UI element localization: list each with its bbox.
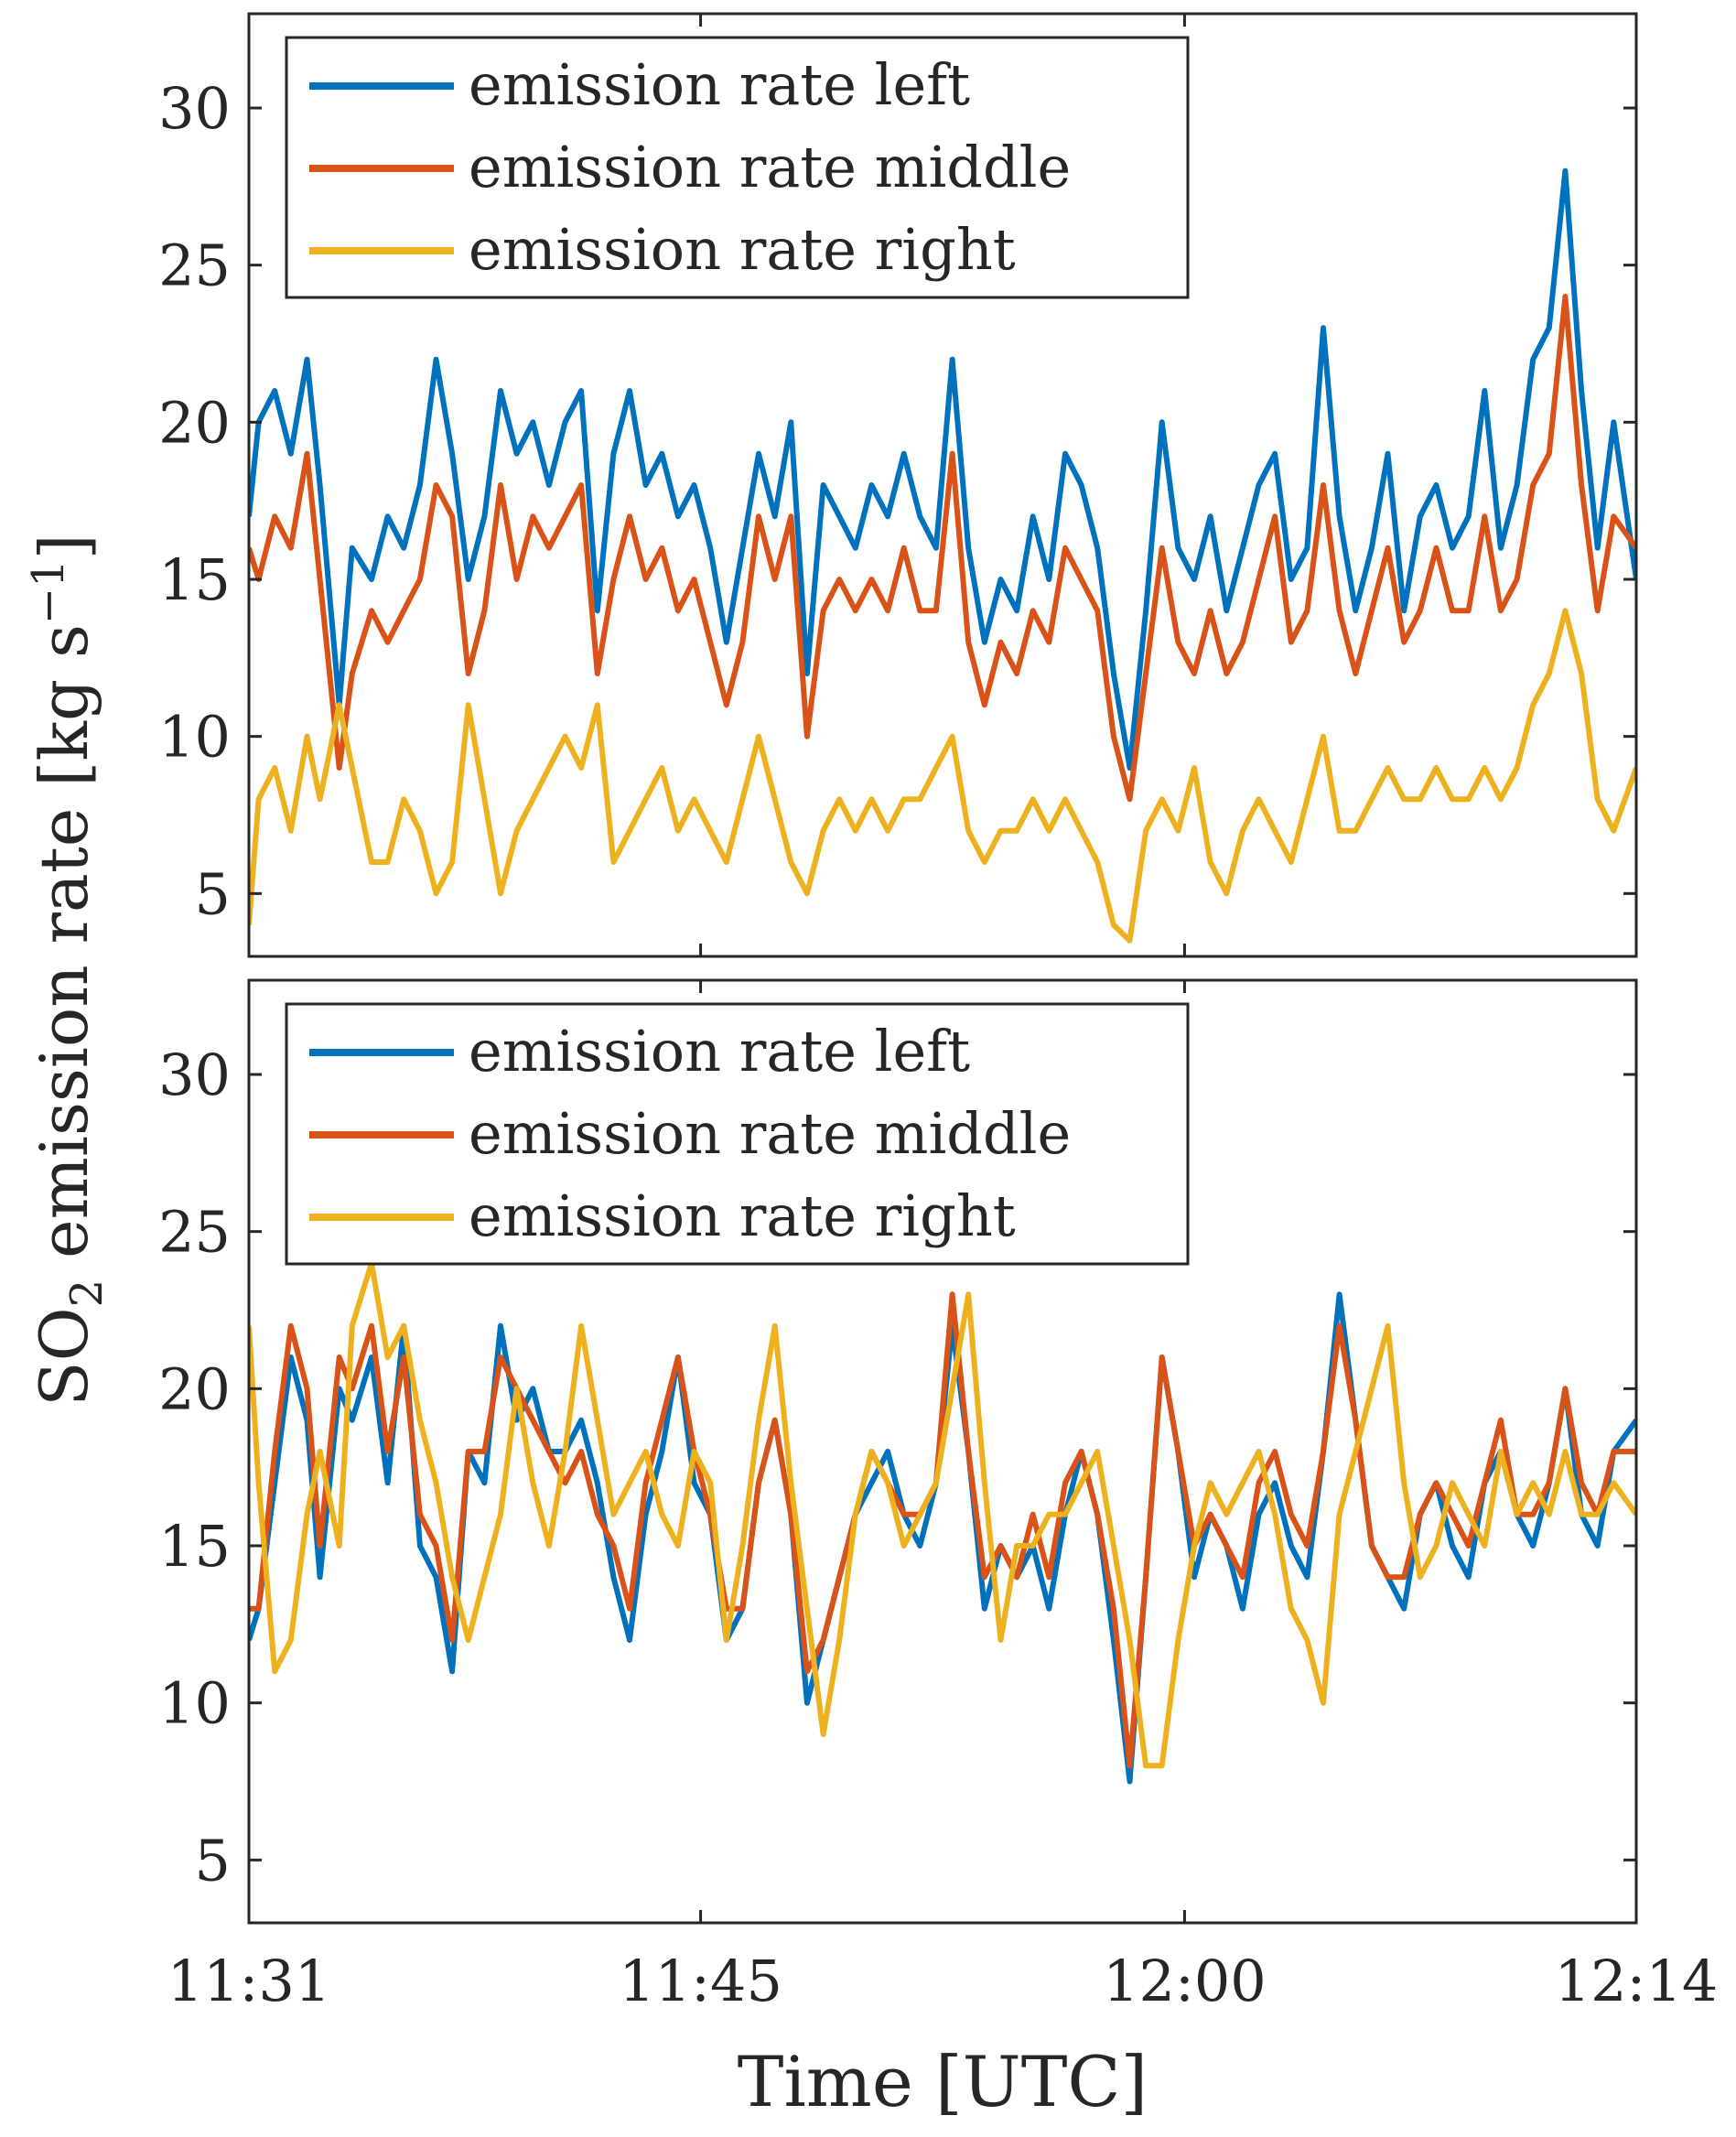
axes-box [247, 12, 1638, 958]
y-label-exponent: −1 [23, 559, 74, 624]
y-tick-label: 25 [158, 232, 231, 299]
y-label-so: SO [26, 1307, 102, 1406]
y-tick-label: 5 [195, 860, 231, 927]
series-line-3 [249, 608, 1636, 944]
y-label-close: ] [26, 534, 102, 559]
legend-label: emission rate middle [469, 134, 1071, 200]
x-tick-label: 12:00 [1103, 1948, 1267, 2014]
x-tick-label: 11:45 [619, 1948, 782, 2014]
x-tick-label: 11:31 [167, 1948, 331, 2014]
y-label-main: emission rate [kg s [26, 624, 102, 1279]
y-tick-label: 25 [158, 1199, 231, 1266]
series-line-2 [249, 1291, 1636, 1769]
y-tick-label: 30 [158, 75, 231, 142]
y-tick-label: 20 [158, 389, 231, 456]
y-tick-label: 15 [158, 546, 231, 613]
y-axis-label: SO2 emission rate [kg s−1] [23, 534, 113, 1407]
y-tick-label: 5 [195, 1827, 231, 1894]
legend: emission rate left emission rate middle em… [285, 36, 1190, 299]
legend-label: emission rate left [469, 51, 970, 118]
series-line-1 [249, 1291, 1636, 1785]
y-tick-label: 30 [158, 1042, 231, 1108]
y-tick-label: 20 [158, 1355, 231, 1422]
y-tick-label: 10 [158, 1670, 231, 1737]
legend-label: emission rate right [469, 1182, 1016, 1249]
y-tick-label: 10 [158, 704, 231, 771]
x-tick-label: 12:14 [1555, 1948, 1719, 2014]
legend-label: emission rate left [469, 1018, 970, 1085]
bottom-panel: 5 10 15 20 25 30 11:31 11:45 12:00 12:14 Time [UTC… [158, 978, 1719, 2122]
series-line-2 [249, 294, 1636, 803]
x-axis-label: Time [UTC] [738, 2041, 1148, 2122]
y-label-so-sub: 2 [61, 1279, 113, 1308]
legend-label: emission rate middle [469, 1100, 1071, 1167]
y-tick-label: 15 [158, 1513, 231, 1580]
series-line-1 [249, 167, 1636, 771]
axes-box [247, 978, 1638, 1925]
legend: emission rate left emission rate middle em… [285, 1002, 1190, 1266]
series-line-3 [249, 1260, 1636, 1769]
legend-label: emission rate right [469, 216, 1016, 283]
